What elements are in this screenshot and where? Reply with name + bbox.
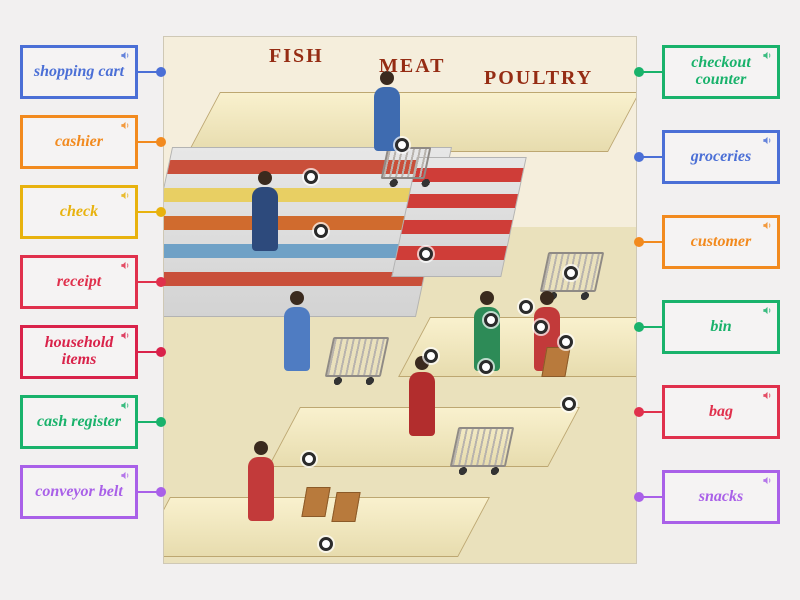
label-text: checkout counter	[669, 55, 773, 89]
hotspot-5[interactable]	[564, 266, 578, 280]
sign-fish: FISH	[269, 45, 324, 68]
label-text: bag	[709, 404, 733, 421]
audio-icon[interactable]	[120, 50, 131, 61]
scene-person-4	[409, 372, 435, 436]
label-snacks[interactable]: snacks	[662, 470, 780, 524]
sign-poultry: POULTRY	[484, 67, 593, 90]
label-check[interactable]: check	[20, 185, 138, 239]
vocabulary-diagram: FISH MEAT POULTRY shopping cart cashier ch…	[0, 0, 800, 600]
label-cash-register[interactable]: cash register	[20, 395, 138, 449]
audio-icon[interactable]	[762, 220, 773, 231]
connector-checkout-counter	[640, 71, 662, 73]
label-text: cashier	[55, 134, 103, 151]
hotspot-6[interactable]	[519, 300, 533, 314]
label-text: bin	[710, 319, 731, 336]
connector-household-items	[138, 351, 160, 353]
scene-checkout-1	[398, 317, 637, 377]
label-bin[interactable]: bin	[662, 300, 780, 354]
connector-dot	[156, 417, 166, 427]
label-shopping-cart[interactable]: shopping cart	[20, 45, 138, 99]
connector-groceries	[640, 156, 662, 158]
hotspot-2[interactable]	[304, 170, 318, 184]
label-cashier[interactable]: cashier	[20, 115, 138, 169]
label-customer[interactable]: customer	[662, 215, 780, 269]
connector-dot	[634, 152, 644, 162]
connector-bin	[640, 326, 662, 328]
connector-dot	[156, 347, 166, 357]
connector-dot	[156, 207, 166, 217]
audio-icon[interactable]	[120, 260, 131, 271]
audio-icon[interactable]	[762, 135, 773, 146]
hotspot-10[interactable]	[559, 335, 573, 349]
scene-cart-4	[381, 147, 432, 179]
scene-cart-3	[325, 337, 390, 377]
scene-person-3	[284, 307, 310, 371]
audio-icon[interactable]	[762, 475, 773, 486]
connector-dot	[634, 67, 644, 77]
connector-dot	[634, 492, 644, 502]
label-checkout-counter[interactable]: checkout counter	[662, 45, 780, 99]
label-text: customer	[691, 234, 751, 251]
hotspot-4[interactable]	[419, 247, 433, 261]
scene-illustration: FISH MEAT POULTRY	[163, 36, 637, 564]
label-receipt[interactable]: receipt	[20, 255, 138, 309]
connector-dot	[156, 277, 166, 287]
connector-bag	[640, 411, 662, 413]
connector-conveyor-belt	[138, 491, 160, 493]
connector-customer	[640, 241, 662, 243]
label-text: groceries	[691, 149, 751, 166]
connector-shopping-cart	[138, 71, 160, 73]
connector-check	[138, 211, 160, 213]
label-groceries[interactable]: groceries	[662, 130, 780, 184]
label-text: shopping cart	[34, 64, 124, 81]
audio-icon[interactable]	[120, 190, 131, 201]
connector-receipt	[138, 281, 160, 283]
label-text: snacks	[699, 489, 743, 506]
scene-person-7	[248, 457, 274, 521]
scene-meat-counter	[188, 92, 637, 152]
scene-person-2	[252, 187, 278, 251]
audio-icon[interactable]	[762, 305, 773, 316]
label-text: household items	[27, 335, 131, 369]
connector-dot	[634, 237, 644, 247]
connector-cash-register	[138, 421, 160, 423]
audio-icon[interactable]	[120, 330, 131, 341]
hotspot-1[interactable]	[395, 138, 409, 152]
audio-icon[interactable]	[120, 470, 131, 481]
label-text: cash register	[37, 414, 121, 431]
connector-dot	[156, 67, 166, 77]
hotspot-12[interactable]	[562, 397, 576, 411]
hotspot-8[interactable]	[424, 349, 438, 363]
label-conveyor-belt[interactable]: conveyor belt	[20, 465, 138, 519]
audio-icon[interactable]	[120, 400, 131, 411]
label-text: conveyor belt	[35, 484, 123, 501]
label-text: check	[60, 204, 98, 221]
hotspot-3[interactable]	[314, 224, 328, 238]
hotspot-11[interactable]	[479, 360, 493, 374]
label-bag[interactable]: bag	[662, 385, 780, 439]
connector-dot	[634, 407, 644, 417]
connector-dot	[156, 487, 166, 497]
hotspot-9[interactable]	[534, 320, 548, 334]
hotspot-7[interactable]	[484, 313, 498, 327]
audio-icon[interactable]	[762, 50, 773, 61]
connector-snacks	[640, 496, 662, 498]
connector-dot	[156, 137, 166, 147]
hotspot-13[interactable]	[302, 452, 316, 466]
connector-cashier	[138, 141, 160, 143]
connector-dot	[634, 322, 644, 332]
audio-icon[interactable]	[762, 390, 773, 401]
label-household-items[interactable]: household items	[20, 325, 138, 379]
audio-icon[interactable]	[120, 120, 131, 131]
scene-cart-2	[450, 427, 515, 467]
label-text: receipt	[57, 274, 101, 291]
sign-meat: MEAT	[379, 55, 446, 78]
hotspot-14[interactable]	[319, 537, 333, 551]
